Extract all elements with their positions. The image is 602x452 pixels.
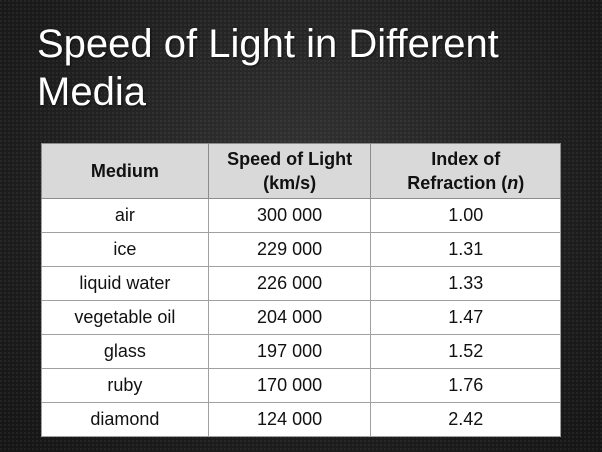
cell-medium: glass (41, 334, 209, 369)
cell-speed: 197 000 (207, 334, 372, 369)
cell-index: 1.00 (370, 198, 561, 233)
cell-medium: vegetable oil (41, 300, 209, 335)
table-row: air 300 000 1.00 (41, 198, 561, 233)
cell-medium: air (41, 198, 209, 233)
cell-medium: diamond (41, 402, 209, 437)
cell-index: 1.33 (370, 266, 561, 301)
cell-medium: liquid water (41, 266, 209, 301)
cell-index: 1.52 (370, 334, 561, 369)
header-index-line2-suffix: ) (518, 173, 525, 193)
header-index-line2-prefix: Refraction ( (407, 173, 508, 193)
cell-index: 1.31 (370, 232, 561, 267)
table-row: diamond 124 000 2.42 (41, 402, 561, 437)
cell-speed: 204 000 (207, 300, 372, 335)
cell-speed: 170 000 (207, 368, 372, 403)
table-row: ruby 170 000 1.76 (41, 368, 561, 403)
cell-speed: 300 000 (207, 198, 372, 233)
cell-medium: ruby (41, 368, 209, 403)
table-row: ice 229 000 1.31 (41, 232, 561, 267)
header-index: Index of Refraction (n) (370, 143, 561, 199)
header-medium: Medium (41, 143, 209, 199)
table-header-row: Medium Speed of Light (km/s) Index of Re… (41, 143, 561, 199)
cell-speed: 124 000 (207, 402, 372, 437)
header-index-line1: Index of (431, 149, 501, 169)
table-row: liquid water 226 000 1.33 (41, 266, 561, 301)
table-row: glass 197 000 1.52 (41, 334, 561, 369)
table-row: vegetable oil 204 000 1.47 (41, 300, 561, 335)
slide-title: Speed of Light in Different Media (37, 22, 499, 114)
cell-index: 2.42 (370, 402, 561, 437)
header-index-symbol: n (507, 173, 519, 193)
cell-index: 1.47 (370, 300, 561, 335)
cell-medium: ice (41, 232, 209, 267)
cell-index: 1.76 (370, 368, 561, 403)
header-speed-line1: Speed of Light (227, 149, 353, 169)
header-speed: Speed of Light (km/s) (207, 143, 372, 199)
refraction-table: Medium Speed of Light (km/s) Index of Re… (41, 143, 561, 437)
cell-speed: 229 000 (207, 232, 372, 267)
cell-speed: 226 000 (207, 266, 372, 301)
header-speed-line2: (km/s) (263, 173, 317, 193)
